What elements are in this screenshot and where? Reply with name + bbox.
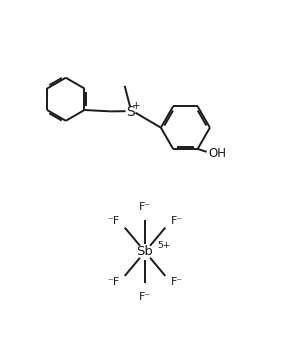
Text: S: S <box>126 105 135 119</box>
Text: ⁻F: ⁻F <box>107 216 119 226</box>
Text: F⁻: F⁻ <box>171 277 183 287</box>
Text: F⁻: F⁻ <box>139 292 151 302</box>
Text: OH: OH <box>208 147 226 160</box>
Text: 5+: 5+ <box>158 241 171 250</box>
Text: F⁻: F⁻ <box>171 216 183 226</box>
Text: Sb: Sb <box>137 245 153 258</box>
Text: ⁻F: ⁻F <box>107 277 119 287</box>
Text: F⁻: F⁻ <box>139 202 151 212</box>
Text: +: + <box>132 101 141 111</box>
